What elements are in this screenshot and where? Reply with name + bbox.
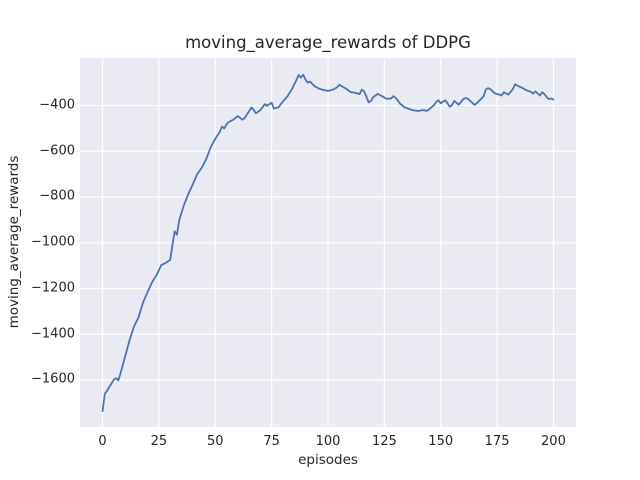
y-axis-label-text: moving_average_rewards — [6, 155, 22, 329]
x-tick-label: 150 — [428, 434, 454, 449]
x-tick-label: 125 — [371, 434, 397, 449]
x-tick-label: 175 — [484, 434, 510, 449]
line-chart-svg — [80, 57, 576, 428]
x-tick-label: 200 — [541, 434, 566, 449]
y-tick-label: −800 — [39, 188, 75, 204]
y-tick-label: −1000 — [31, 234, 75, 250]
x-tick-label: 50 — [206, 434, 224, 449]
y-tick-label: −1600 — [31, 371, 75, 387]
y-tick-label: −1200 — [31, 280, 75, 296]
x-tick-label: 75 — [263, 434, 280, 449]
x-tick-label: 25 — [150, 434, 168, 449]
y-tick-label: −600 — [39, 143, 75, 159]
x-axis-label: episodes — [298, 452, 358, 468]
y-tick-label: −1400 — [31, 326, 75, 342]
plot-area — [80, 57, 576, 428]
chart-title: moving_average_rewards of DDPG — [185, 33, 471, 52]
data-line-moving_average_rewards — [101, 73, 555, 412]
x-tick-label: 0 — [98, 434, 107, 449]
x-tick-label: 100 — [315, 434, 341, 449]
y-tick-label: −400 — [39, 97, 75, 113]
